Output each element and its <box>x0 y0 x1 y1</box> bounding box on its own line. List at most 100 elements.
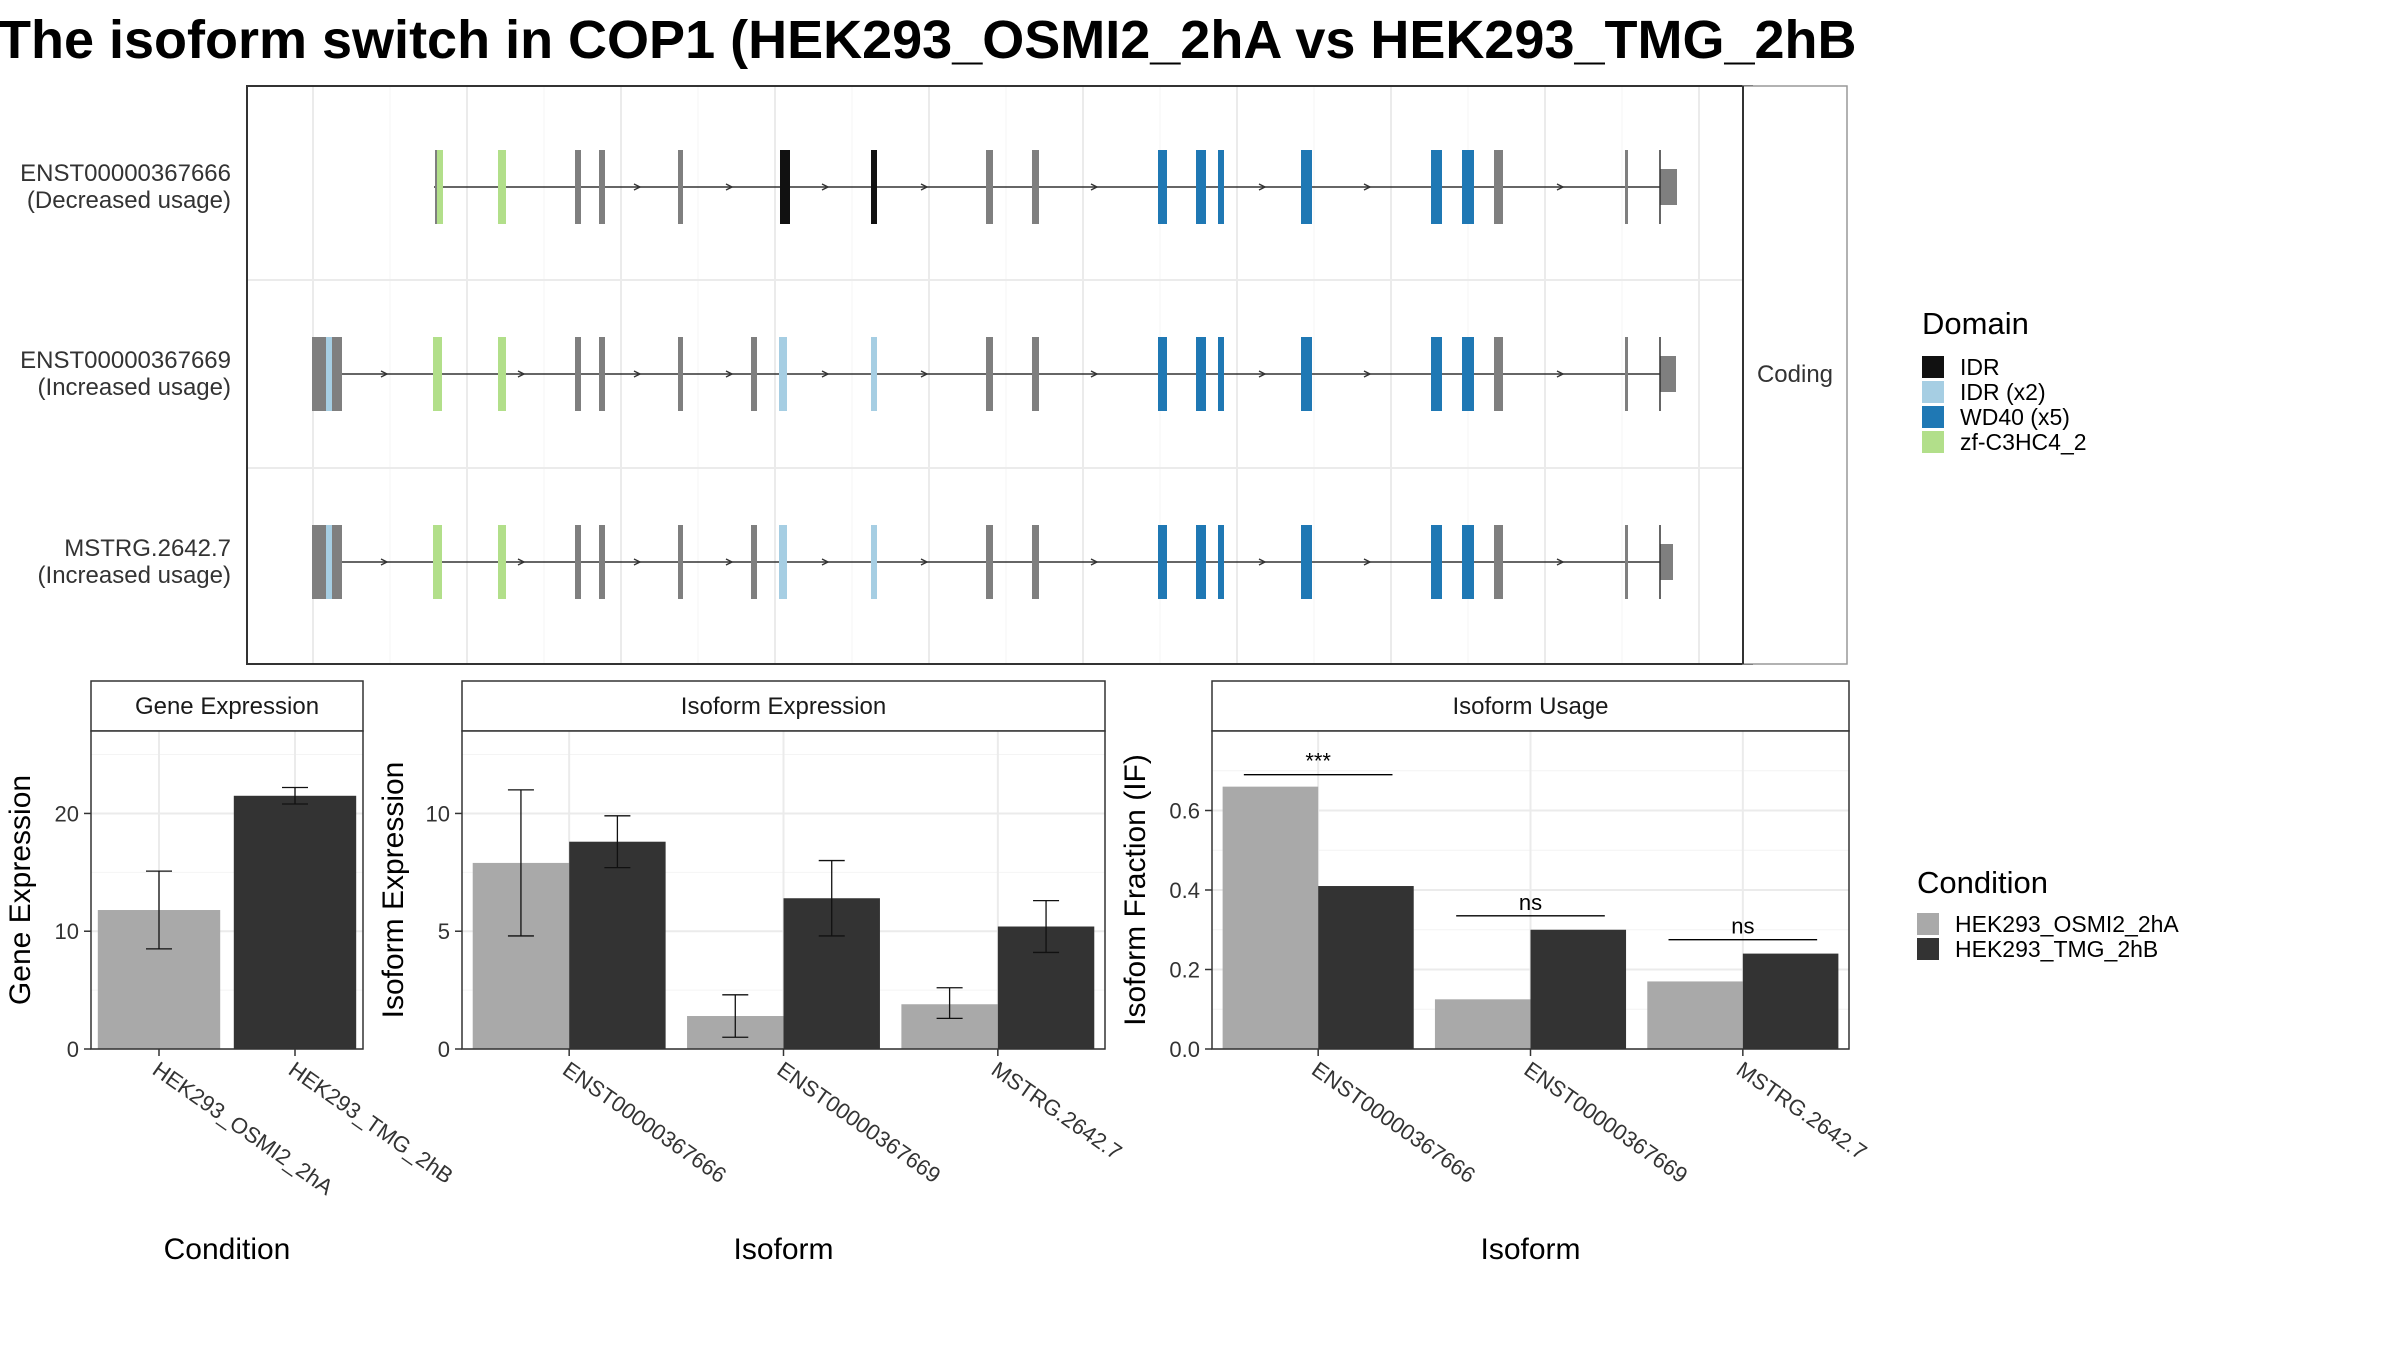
exon <box>986 150 993 224</box>
strand-arrow <box>821 183 830 191</box>
panel-strip <box>1211 680 1850 732</box>
domain-exon <box>1218 150 1224 224</box>
strand-arrow <box>633 183 642 191</box>
condition-legend-key <box>1917 938 1939 960</box>
domain-exon <box>871 150 877 224</box>
utr-block <box>1660 356 1676 392</box>
transcript-row <box>312 337 1676 411</box>
domain-exon <box>1301 150 1312 224</box>
strand-arrow <box>725 558 734 566</box>
domain-legend-label: IDR (x2) <box>1960 379 2046 405</box>
domain-exon <box>1301 337 1312 411</box>
x-tick-label: ENST00000367669 <box>1520 1057 1693 1188</box>
domain-exon <box>1462 337 1474 411</box>
domain-exon <box>326 337 332 411</box>
domain-legend-key <box>1922 356 1944 378</box>
bar <box>569 841 666 1049</box>
y-tick-label: 0.2 <box>1169 958 1200 983</box>
x-tick-label: MSTRG.2642.7 <box>987 1057 1127 1165</box>
exon <box>751 337 757 411</box>
exon <box>1032 525 1039 599</box>
domain-exon <box>1301 525 1312 599</box>
domain-exon <box>780 150 790 224</box>
utr-block <box>312 544 325 580</box>
domain-exon <box>1158 150 1167 224</box>
exon <box>1625 150 1628 224</box>
transcript-row <box>312 525 1673 599</box>
domain-legend-label: WD40 (x5) <box>1960 404 2070 430</box>
strand-arrow <box>1556 558 1565 566</box>
strand-arrow <box>1258 370 1267 378</box>
transcript-name: ENST00000367669 <box>20 347 231 374</box>
y-tick-label: 10 <box>55 919 79 944</box>
significance-label: ns <box>1519 890 1542 915</box>
domain-exon <box>1196 150 1206 224</box>
y-tick-label: 0.4 <box>1169 878 1200 903</box>
domain-exon <box>1196 525 1206 599</box>
y-tick-label: 5 <box>438 919 450 944</box>
panel-strip-label: Isoform Expression <box>681 693 886 720</box>
strip-box <box>1742 85 1848 665</box>
domain-exon <box>498 337 506 411</box>
strand-arrow <box>517 558 526 566</box>
exon <box>332 525 342 599</box>
bar <box>1742 953 1839 1049</box>
exon <box>575 150 581 224</box>
panel-border <box>1211 730 1850 1050</box>
bar <box>1647 981 1743 1049</box>
x-tick-label: MSTRG.2642.7 <box>1732 1057 1872 1165</box>
exon <box>599 525 605 599</box>
exon <box>1494 337 1503 411</box>
domain-exon <box>437 150 443 224</box>
domain-legend-key <box>1922 381 1944 403</box>
strand-arrow <box>1363 558 1372 566</box>
domain-exon <box>779 337 787 411</box>
domain-exon <box>1431 337 1442 411</box>
strand-arrow <box>821 558 830 566</box>
domain-exon <box>871 525 877 599</box>
strand-arrow <box>1363 183 1372 191</box>
isoform-expression-panel: Isoform Expression 0 5 10 ENST00000367666 ENS… <box>377 680 1127 1266</box>
utr-block <box>1660 169 1677 205</box>
bar <box>1222 786 1319 1049</box>
condition-legend-title: Condition <box>1917 865 2048 900</box>
transcript-name: ENST00000367666 <box>20 160 231 187</box>
strand-arrow <box>1090 183 1099 191</box>
exon <box>1032 337 1039 411</box>
exon <box>986 337 993 411</box>
strand-arrow <box>725 183 734 191</box>
domain-legend-key <box>1922 431 1944 453</box>
panel-strip <box>90 680 364 732</box>
exon <box>678 337 683 411</box>
domain-exon <box>433 525 442 599</box>
domain-exon <box>1462 150 1474 224</box>
domain-exon <box>498 150 506 224</box>
y-tick-label: 0 <box>67 1037 79 1062</box>
coding-strip-label: Coding <box>1757 361 1833 388</box>
exon <box>1494 150 1503 224</box>
bar <box>1434 999 1531 1049</box>
strand-arrow <box>821 370 830 378</box>
exon <box>1625 337 1628 411</box>
strand-arrow <box>1258 558 1267 566</box>
domain-legend-title: Domain <box>1922 306 2029 341</box>
utr-block <box>312 356 325 392</box>
y-tick-label: 10 <box>426 801 450 826</box>
condition-legend-label: HEK293_TMG_2hB <box>1955 936 2158 962</box>
exon <box>678 525 683 599</box>
panel-strip-label: Gene Expression <box>135 693 319 720</box>
x-tick-label: ENST00000367666 <box>558 1057 731 1188</box>
x-axis-title: Condition <box>164 1233 291 1266</box>
domain-exon <box>326 525 332 599</box>
bar <box>233 795 357 1049</box>
domain-exon <box>1158 337 1167 411</box>
exon <box>678 150 683 224</box>
coding-strip: Coding <box>1742 85 1848 665</box>
y-tick-label: 0.6 <box>1169 799 1200 824</box>
transcript-usage-note: (Decreased usage) <box>27 187 231 214</box>
domain-exon <box>1431 525 1442 599</box>
strand-arrow <box>1090 370 1099 378</box>
x-axis-title: Isoform <box>733 1233 833 1266</box>
